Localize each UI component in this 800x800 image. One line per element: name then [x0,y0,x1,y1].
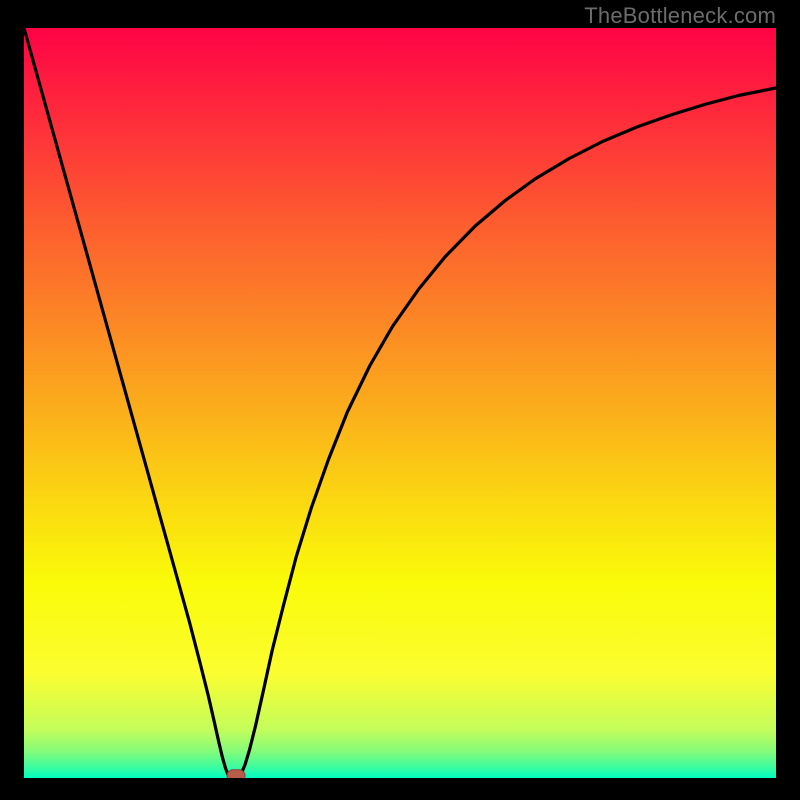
minimum-marker [227,770,245,778]
bottleneck-curve [24,28,776,777]
curve-layer [24,28,776,778]
plot-area [24,28,776,778]
watermark-text: TheBottleneck.com [584,3,776,29]
chart-container: TheBottleneck.com [0,0,800,800]
